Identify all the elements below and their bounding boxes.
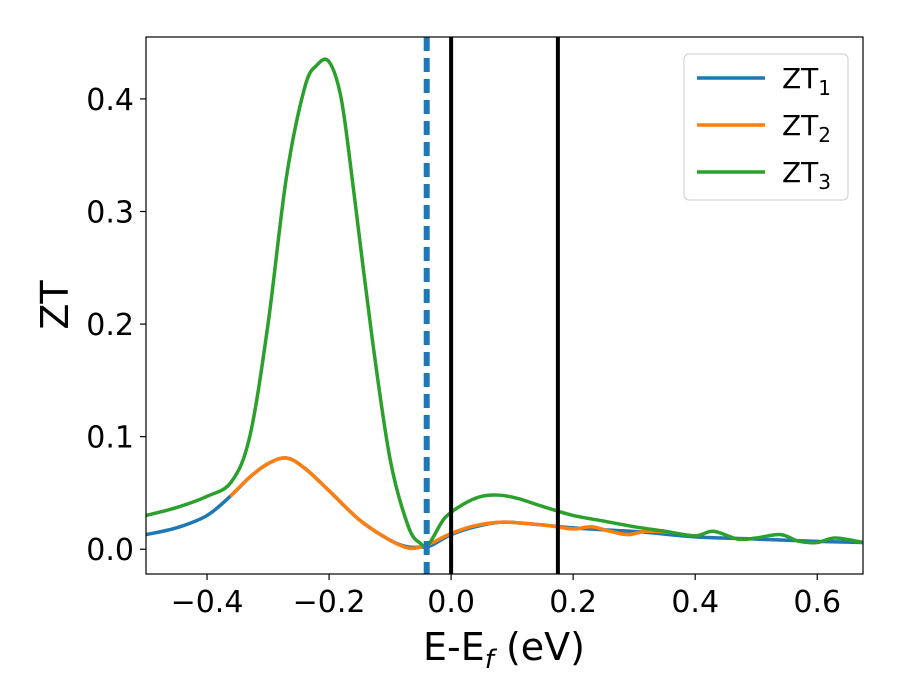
legend-box: [683, 53, 849, 201]
legend-label-zt2: ZT2: [782, 109, 831, 147]
y-tick-label: 0.2: [86, 308, 134, 343]
x-tick-label: 0.0: [427, 585, 475, 620]
series-line-zt3: [146, 57, 863, 549]
vline-layer: [423, 37, 560, 574]
x-tick-label: 0.6: [793, 585, 841, 620]
legend: ZT1 ZT2 ZT3: [683, 53, 849, 201]
y-axis-title: ZT: [33, 280, 77, 330]
legend-label-zt1: ZT1: [782, 62, 831, 100]
legend-items: ZT1 ZT2 ZT3: [697, 62, 831, 194]
x-tick-label: −0.4: [171, 585, 244, 620]
y-tick-label: 0.0: [86, 533, 134, 568]
y-tick-label: 0.1: [86, 421, 134, 456]
x-tick-label: 0.2: [549, 585, 597, 620]
x-axis-title: E-Ef (eV): [423, 625, 585, 675]
legend-label-zt3: ZT3: [782, 156, 831, 194]
x-tick-label: −0.2: [293, 585, 366, 620]
x-tick-label: 0.4: [671, 585, 719, 620]
series-line-zt1: [146, 456, 863, 550]
y-ticks: 0.0 0.1 0.2 0.3 0.4: [86, 83, 146, 568]
y-tick-label: 0.3: [86, 195, 134, 230]
series-line-zt2: [229, 456, 673, 551]
plot-frame: [145, 36, 864, 575]
x-ticks: −0.4 −0.2 0.0 0.2 0.4 0.6: [171, 574, 841, 620]
y-tick-label: 0.4: [86, 83, 134, 118]
